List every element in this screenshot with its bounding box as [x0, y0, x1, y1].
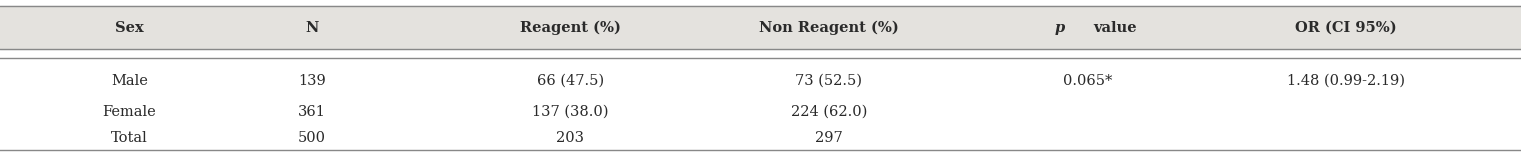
Text: 203: 203 [557, 131, 584, 145]
Text: Total: Total [111, 131, 148, 145]
Text: 139: 139 [298, 74, 325, 88]
Text: Reagent (%): Reagent (%) [520, 20, 621, 35]
Text: 361: 361 [298, 105, 325, 119]
Text: Male: Male [111, 74, 148, 88]
Text: Non Reagent (%): Non Reagent (%) [759, 20, 899, 35]
Text: 73 (52.5): 73 (52.5) [795, 74, 862, 88]
Text: OR (CI 95%): OR (CI 95%) [1296, 21, 1396, 35]
Text: 137 (38.0): 137 (38.0) [532, 105, 608, 119]
Text: N: N [306, 21, 318, 35]
Text: Sex: Sex [116, 21, 143, 35]
Text: Female: Female [102, 105, 157, 119]
Text: 297: 297 [815, 131, 843, 145]
Text: 1.48 (0.99-2.19): 1.48 (0.99-2.19) [1287, 74, 1405, 88]
Text: 500: 500 [298, 131, 325, 145]
Text: value: value [1094, 21, 1136, 35]
Text: 66 (47.5): 66 (47.5) [537, 74, 604, 88]
Text: 224 (62.0): 224 (62.0) [791, 105, 867, 119]
Bar [0, 6, 1521, 49]
Text: p: p [1056, 21, 1065, 35]
Text: 0.065*: 0.065* [1063, 74, 1112, 88]
